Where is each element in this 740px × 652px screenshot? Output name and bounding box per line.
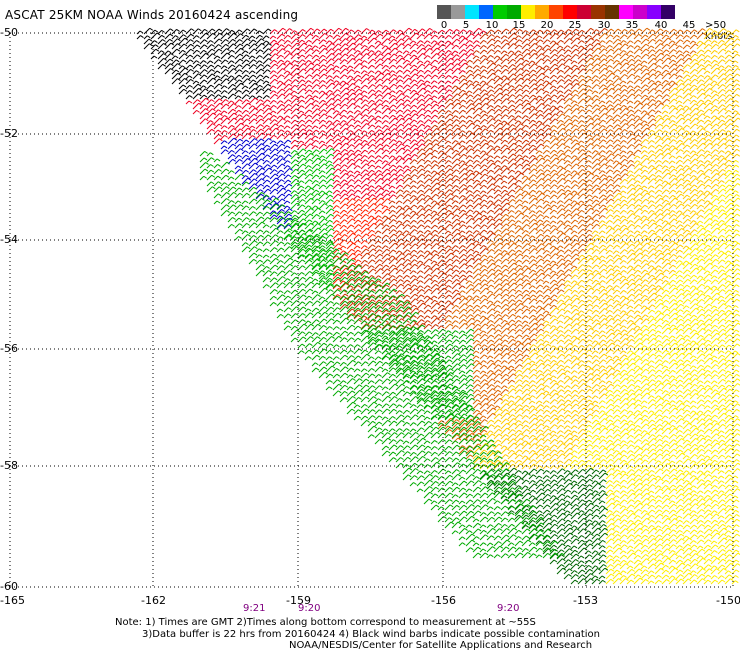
scale-label: 25 <box>568 20 582 31</box>
lat-label-60: -60 <box>0 580 18 593</box>
lon-label-150: -150 <box>716 594 740 607</box>
scale-swatch <box>633 5 647 19</box>
scale-label: 10 <box>485 20 499 31</box>
scale-swatch <box>465 5 479 19</box>
pass-time-label: 9:20 <box>497 603 520 614</box>
scale-label: 35 <box>625 20 639 31</box>
lat-label-56: -56 <box>0 342 18 355</box>
pass-time-label: 9:21 <box>243 603 266 614</box>
lat-label-50: -50 <box>0 26 18 39</box>
wind-speed-color-scale <box>437 5 675 19</box>
scale-swatch <box>493 5 507 19</box>
pass-time-label: 9:20 <box>298 603 321 614</box>
lon-label-162: -162 <box>141 594 166 607</box>
scale-swatch <box>479 5 493 19</box>
scale-swatch <box>577 5 591 19</box>
scale-swatch <box>563 5 577 19</box>
scale-label: 45 <box>682 20 696 31</box>
credit-line: NOAA/NESDIS/Center for Satellite Applica… <box>289 640 593 651</box>
wind-speed-scale-labels: 0 5 10 15 20 25 30 35 40 45 >50 knots <box>430 20 740 42</box>
lon-label-156: -156 <box>431 594 456 607</box>
footer-notes: Note: 1) Times are GMT 2)Times along bot… <box>115 617 600 652</box>
scale-swatch <box>661 5 675 19</box>
scale-swatch <box>605 5 619 19</box>
lon-label-159: -159 <box>286 594 311 607</box>
scale-label: 0 <box>440 20 448 31</box>
note-line: 3)Data buffer is 22 hrs from 20160424 4)… <box>142 628 600 640</box>
map-title: ASCAT 25KM NOAA Winds 20160424 ascending <box>5 8 299 22</box>
scale-label: 5 <box>462 20 470 31</box>
scale-swatch <box>521 5 535 19</box>
scale-swatch <box>591 5 605 19</box>
scale-label: 15 <box>512 20 526 31</box>
lat-label-58: -58 <box>0 459 18 472</box>
scale-label: 30 <box>597 20 611 31</box>
scale-label: 20 <box>540 20 554 31</box>
scale-swatch <box>507 5 521 19</box>
lon-label-153: -153 <box>573 594 598 607</box>
scale-label: >50 knots <box>705 20 733 42</box>
scale-label: 40 <box>654 20 668 31</box>
scale-swatch <box>535 5 549 19</box>
scale-swatch <box>647 5 661 19</box>
note-line: Note: 1) Times are GMT 2)Times along bot… <box>115 617 536 628</box>
lat-label-52: -52 <box>0 127 18 140</box>
lat-lon-grid <box>9 32 734 588</box>
scale-swatch <box>619 5 633 19</box>
scale-swatch <box>451 5 465 19</box>
wind-barbs-layer <box>136 27 740 585</box>
scale-swatch <box>437 5 451 19</box>
scale-swatch <box>549 5 563 19</box>
lon-label-165: -165 <box>0 594 25 607</box>
lat-label-54: -54 <box>0 233 18 246</box>
